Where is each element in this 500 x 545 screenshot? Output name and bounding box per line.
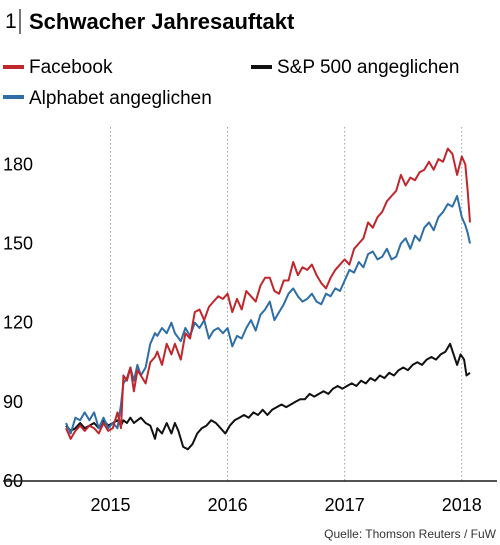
x-tick-label-2016: 2016	[208, 495, 248, 515]
legend-label-alphabet: Alphabet angeglichen	[29, 88, 212, 109]
legend-label-sp500: S&P 500 angeglichen	[277, 57, 459, 78]
y-tick-label: 180	[3, 154, 33, 174]
legend-label-facebook: Facebook	[29, 57, 113, 78]
legend: Facebook Alphabet angeglichen S&P 500 an…	[3, 57, 459, 109]
series-line-sp500	[65, 342, 471, 451]
x-tick-label-2015: 2015	[90, 495, 130, 515]
x-tick-label-2018: 2018	[442, 495, 482, 515]
y-tick-label: 90	[3, 392, 23, 412]
series-line-facebook	[65, 147, 471, 440]
source-note: Quelle: Thomson Reuters / FuW	[324, 527, 497, 541]
y-tick-label: 120	[3, 313, 33, 333]
grid-lines	[110, 127, 463, 481]
x-tick-label-2017: 2017	[325, 495, 365, 515]
chart-title: Schwacher Jahresauftakt	[29, 9, 295, 34]
figure-number: 1	[5, 10, 17, 33]
x-axis-ticks: 2015 2016 2017 2018	[90, 495, 481, 515]
series-line-alphabet	[65, 195, 471, 435]
y-tick-label: 150	[3, 234, 33, 254]
series-lines	[65, 147, 471, 451]
